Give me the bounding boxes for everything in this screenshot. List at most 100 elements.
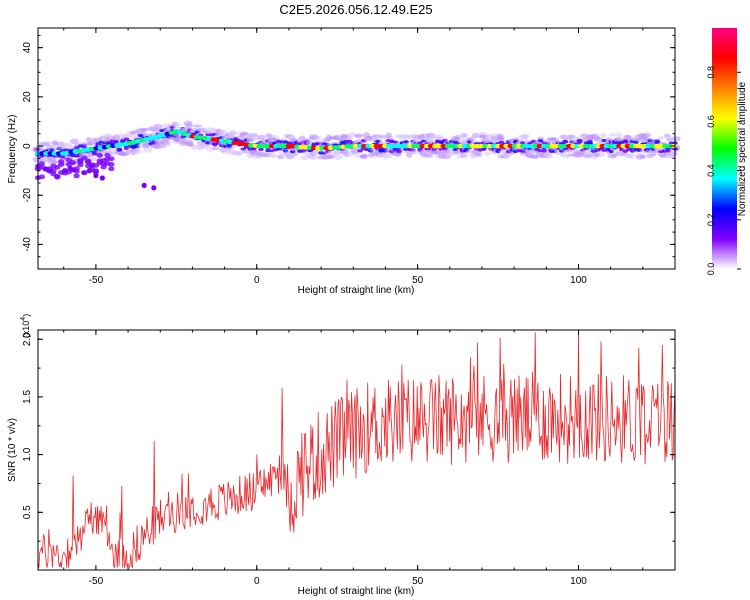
spectrogram-halo-cell bbox=[379, 135, 387, 139]
spectrogram-halo-cell bbox=[460, 153, 468, 158]
spectrogram-halo-cell bbox=[138, 127, 147, 133]
y-tick-label: 1.5 bbox=[22, 390, 33, 404]
spectrogram-cell bbox=[84, 158, 92, 164]
spectrogram-cell bbox=[604, 147, 611, 151]
spectrogram-halo-cell bbox=[309, 154, 318, 161]
spectrogram-halo-cell bbox=[628, 153, 635, 160]
spectrogram-halo-cell bbox=[270, 134, 280, 138]
spectrogram-halo-cell bbox=[235, 152, 243, 157]
spectrogram-halo-cell bbox=[615, 132, 623, 138]
x-tick-label: 100 bbox=[570, 576, 587, 587]
snr-scale-label: (x104) bbox=[20, 314, 31, 338]
spectrogram-cell bbox=[91, 152, 98, 156]
y-tick-label: -20 bbox=[22, 188, 33, 203]
snr-y-label: SNR (10 * v/v) bbox=[7, 418, 18, 482]
spectrogram-halo-cell bbox=[354, 133, 363, 139]
spectrogram-halo-cell bbox=[163, 140, 172, 146]
spectrogram-halo-cell bbox=[385, 132, 392, 138]
spectrogram-cell bbox=[73, 173, 80, 179]
spectrogram-halo-cell bbox=[120, 151, 130, 156]
spectrogram-halo-cell bbox=[259, 135, 267, 139]
spectrogram-halo-cell bbox=[242, 149, 250, 154]
spectrogram-halo-cell bbox=[521, 133, 530, 139]
spectrogram-halo-cell bbox=[173, 122, 181, 129]
spectrogram-halo-cell bbox=[617, 151, 625, 157]
spectrogram-cell bbox=[54, 174, 61, 179]
spectrogram-marks bbox=[32, 120, 681, 191]
spectrogram-halo-cell bbox=[212, 146, 220, 151]
colorbar-tick-label: 0.2 bbox=[706, 214, 716, 227]
x-tick-label: 0 bbox=[254, 275, 260, 286]
spectrogram-halo-cell bbox=[333, 154, 344, 160]
x-tick-label: 100 bbox=[570, 275, 587, 286]
spectrogram-outlier bbox=[86, 168, 93, 174]
spectrogram-halo-cell bbox=[62, 143, 72, 148]
spectrogram-cell bbox=[57, 159, 65, 164]
spectrogram-halo-cell bbox=[56, 141, 65, 146]
spectrogram-cell bbox=[541, 149, 547, 153]
spectrogram-halo-cell bbox=[639, 154, 647, 159]
spectrogram-outlier bbox=[141, 182, 147, 188]
spectrogram-halo-cell bbox=[624, 134, 632, 140]
spectrogram-cell bbox=[104, 152, 111, 158]
x-tick-label: 0 bbox=[254, 576, 260, 587]
spectrogram-halo-cell bbox=[665, 155, 675, 159]
spectrogram-cell bbox=[481, 147, 487, 151]
spectrogram-cell bbox=[240, 147, 247, 151]
spectrogram-halo-cell bbox=[344, 153, 355, 157]
colorbar-gradient bbox=[712, 28, 737, 269]
spectrogram-halo-cell bbox=[218, 129, 226, 134]
spectrogram-halo-cell bbox=[205, 146, 215, 152]
spectrogram-halo-cell bbox=[479, 135, 486, 139]
y-tick-label: 1.0 bbox=[22, 447, 33, 461]
colorbar-tick-label: 0.0 bbox=[706, 263, 716, 276]
snr-scale-exp: 4 bbox=[20, 317, 27, 321]
spectrogram-halo-cell bbox=[56, 146, 66, 150]
spectrogram-outlier bbox=[151, 185, 157, 191]
spectrogram-y-label: Frequency (Hz) bbox=[7, 115, 18, 184]
spectrogram-cell bbox=[92, 169, 100, 175]
spectrogram-cell bbox=[562, 140, 569, 144]
spectrogram-halo-cell bbox=[475, 152, 483, 157]
snr-panel: -50 0 50 100 0.5 1.0 1.5 2.0 Height of straigh… bbox=[7, 314, 676, 597]
spectrogram-halo-cell bbox=[292, 152, 299, 157]
spectrogram-halo-cell bbox=[484, 151, 492, 156]
spectrogram-halo-cell bbox=[460, 132, 468, 139]
y-tick-label: 20 bbox=[22, 91, 33, 103]
spectrogram-halo-cell bbox=[312, 136, 322, 140]
snr-y-ticks: 0.5 1.0 1.5 2.0 bbox=[22, 332, 675, 542]
spectrogram-halo-cell bbox=[270, 154, 279, 158]
spectrogram-halo-cell bbox=[69, 138, 79, 145]
spectrogram-halo-cell bbox=[134, 148, 142, 154]
spectrogram-halo-cell bbox=[210, 128, 217, 132]
spectrogram-halo-cell bbox=[454, 134, 461, 139]
colorbar-label: Normalized spectral amplitude bbox=[737, 81, 748, 216]
spectrogram-halo-cell bbox=[154, 140, 161, 145]
spectrogram-cell bbox=[258, 147, 264, 152]
spectrogram-halo-cell bbox=[143, 147, 153, 153]
spectrogram-halo-cell bbox=[359, 154, 368, 159]
spectrogram-halo-cell bbox=[496, 136, 505, 141]
y-tick-label: 0 bbox=[22, 143, 33, 149]
spectrogram-halo-cell bbox=[600, 132, 607, 138]
snr-frame bbox=[37, 329, 676, 571]
spectrogram-halo-cell bbox=[185, 122, 193, 129]
spectrogram-cell bbox=[96, 153, 103, 158]
spectrogram-cell bbox=[38, 174, 46, 180]
spectrogram-halo-cell bbox=[597, 151, 606, 158]
spectrogram-halo-cell bbox=[608, 133, 617, 137]
spectrogram-cell bbox=[537, 139, 544, 143]
x-tick-label: 50 bbox=[412, 275, 424, 286]
spectrogram-cell bbox=[108, 156, 115, 162]
spectrogram-cell bbox=[73, 166, 80, 171]
spectrogram-halo-cell bbox=[239, 132, 250, 137]
spectrogram-cell bbox=[108, 166, 115, 172]
spectrogram-halo-cell bbox=[589, 134, 596, 140]
spectrogram-halo-cell bbox=[641, 132, 652, 138]
spectrogram-halo-cell bbox=[108, 147, 116, 152]
x-tick-label: 50 bbox=[412, 576, 424, 587]
y-tick-label: 2.0 bbox=[22, 332, 33, 346]
snr-x-label: Height of straight line (km) bbox=[298, 586, 415, 597]
colorbar-ticks: 0.0 0.2 0.4 0.6 0.8 bbox=[706, 66, 741, 275]
